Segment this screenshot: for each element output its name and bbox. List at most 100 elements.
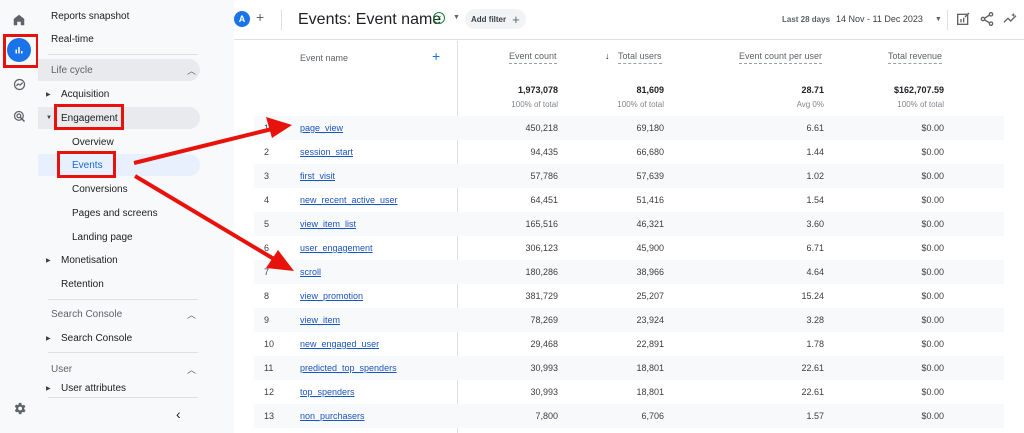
nav-divider	[48, 299, 198, 300]
event-count-cell: 450,218	[525, 123, 558, 133]
nav-label: Engagement	[61, 112, 118, 124]
revenue-cell: $0.00	[921, 267, 944, 277]
explore-icon[interactable]	[7, 72, 31, 96]
table-row[interactable]: 1 page_view 450,218 69,180 6.61 $0.00	[254, 116, 1004, 140]
event-name-link[interactable]: predicted_top_spenders	[300, 363, 397, 373]
nav-label: Events	[72, 159, 103, 171]
nav-section-user[interactable]: User ︿	[38, 358, 234, 380]
revenue-cell: $0.00	[921, 219, 944, 229]
nav-section-search-console[interactable]: Search Console ︿	[38, 303, 234, 325]
nav-user-attributes[interactable]: ▶ User attributes	[38, 381, 234, 395]
event-name-link[interactable]: user_engagement	[300, 243, 373, 253]
row-number: 10	[264, 339, 275, 349]
event-name-link[interactable]: view_item_list	[300, 219, 357, 229]
date-range-picker[interactable]: Last 28 days 14 Nov - 11 Dec 2023 ▼	[782, 14, 942, 24]
per-user-cell: 6.71	[806, 243, 824, 253]
column-header-total-revenue[interactable]: Total revenue	[888, 51, 943, 64]
sort-desc-icon[interactable]: ↓	[605, 51, 610, 61]
row-number: 13	[264, 411, 275, 421]
event-name-link[interactable]: view_promotion	[300, 291, 364, 301]
revenue-cell: $0.00	[921, 315, 944, 325]
column-header-event-name[interactable]: Event name	[300, 53, 349, 63]
insights-icon[interactable]	[1002, 11, 1018, 27]
table-row[interactable]: 12 top_spenders 30,993 18,801 22.61 $0.0…	[254, 380, 1004, 404]
event-name-link[interactable]: session_start	[300, 147, 354, 157]
nav-events[interactable]: Events	[38, 154, 234, 176]
nav-landing-page[interactable]: Landing page	[38, 226, 234, 248]
column-header-event-count[interactable]: Event count	[509, 51, 557, 64]
dropdown-icon: ▼	[934, 15, 942, 23]
nav-pages-and-screens[interactable]: Pages and screens	[38, 202, 234, 224]
nav-label: Landing page	[72, 231, 133, 243]
total-users-cell: 22,891	[636, 339, 664, 349]
caret-down-icon: ▼	[46, 115, 52, 121]
date-range-value: 14 Nov - 11 Dec 2023	[836, 14, 923, 24]
total-users-cell: 46,321	[636, 219, 664, 229]
table-row[interactable]: 7 scroll 180,286 38,966 4.64 $0.00	[254, 260, 1004, 284]
table-row[interactable]: 2 session_start 94,435 66,680 1.44 $0.00	[254, 140, 1004, 164]
event-count-cell: 165,516	[525, 219, 558, 229]
event-count-cell: 180,286	[525, 267, 558, 277]
share-icon[interactable]	[979, 11, 995, 27]
nav-conversions[interactable]: Conversions	[38, 178, 234, 200]
table-row[interactable]: 13 non_purchasers 7,800 6,706 1.57 $0.00	[254, 404, 1004, 428]
event-name-link[interactable]: new_recent_active_user	[300, 195, 398, 205]
total-event-count-sub: 100% of total	[511, 100, 558, 109]
event-count-cell: 306,123	[525, 243, 558, 253]
table-row[interactable]: 4 new_recent_active_user 64,451 51,416 1…	[254, 188, 1004, 212]
add-filter-button[interactable]: Add filter +	[465, 9, 526, 29]
nav-section-lifecycle[interactable]: Life cycle ︿	[38, 59, 234, 81]
row-number: 6	[264, 243, 270, 253]
nav-label: Conversions	[72, 183, 128, 195]
nav-label: Monetisation	[61, 254, 118, 266]
add-comparison-icon[interactable]: +	[256, 9, 265, 25]
event-name-link[interactable]: non_purchasers	[300, 411, 365, 421]
nav-search-console[interactable]: ▶ Search Console	[38, 327, 234, 349]
event-name-link[interactable]: first_visit	[300, 171, 336, 181]
total-users-cell: 18,801	[636, 387, 664, 397]
nav-reports-snapshot[interactable]: Reports snapshot	[38, 5, 234, 27]
total-event-count-per-user: 28.71	[801, 85, 824, 95]
table-row[interactable]: 3 first_visit 57,786 57,639 1.02 $0.00	[254, 164, 1004, 188]
table-row[interactable]: 10 new_engaged_user 29,468 22,891 1.78 $…	[254, 332, 1004, 356]
event-count-cell: 94,435	[530, 147, 558, 157]
reports-icon[interactable]	[7, 38, 31, 62]
event-name-link[interactable]: view_item	[300, 315, 341, 325]
event-count-cell: 64,451	[530, 195, 558, 205]
revenue-cell: $0.00	[921, 123, 944, 133]
table-row[interactable]: 9 view_item 78,269 23,924 3.28 $0.00	[254, 308, 1004, 332]
table-row[interactable]: 6 user_engagement 306,123 45,900 6.71 $0…	[254, 236, 1004, 260]
per-user-cell: 3.60	[806, 219, 824, 229]
comparison-avatar[interactable]: A	[234, 11, 250, 27]
nav-realtime[interactable]: Real-time	[38, 28, 234, 50]
column-separator	[457, 41, 458, 433]
customize-report-icon[interactable]	[955, 11, 971, 27]
event-name-link[interactable]: page_view	[300, 123, 344, 133]
column-header-total-users[interactable]: Total users	[618, 51, 662, 64]
table-row[interactable]: 8 view_promotion 381,729 25,207 15.24 $0…	[254, 284, 1004, 308]
collapse-nav-icon[interactable]: ‹	[176, 406, 181, 422]
nav-overview[interactable]: Overview	[38, 131, 234, 153]
per-user-cell: 4.64	[806, 267, 824, 277]
add-dimension-icon[interactable]: +	[432, 48, 441, 64]
event-name-link[interactable]: top_spenders	[300, 387, 355, 397]
revenue-cell: $0.00	[921, 339, 944, 349]
home-icon[interactable]	[7, 8, 31, 32]
nav-label: Acquisition	[61, 88, 110, 100]
total-users-cell: 69,180	[636, 123, 664, 133]
title-dropdown-icon[interactable]: ▼	[453, 14, 460, 21]
event-name-link[interactable]: scroll	[300, 267, 322, 277]
revenue-cell: $0.00	[921, 363, 944, 373]
event-name-link[interactable]: new_engaged_user	[300, 339, 380, 349]
nav-acquisition[interactable]: ▶ Acquisition	[38, 83, 234, 105]
section-label: Search Console	[51, 308, 123, 320]
column-header-event-count-per-user[interactable]: Event count per user	[739, 51, 823, 64]
settings-icon[interactable]	[7, 396, 31, 420]
table-row[interactable]: 5 view_item_list 165,516 46,321 3.60 $0.…	[254, 212, 1004, 236]
nav-engagement[interactable]: ▼ Engagement	[38, 107, 234, 129]
nav-monetisation[interactable]: ▶ Monetisation	[38, 249, 234, 271]
table-row[interactable]: 11 predicted_top_spenders 30,993 18,801 …	[254, 356, 1004, 380]
row-number: 8	[264, 291, 270, 301]
advertising-icon[interactable]	[7, 104, 31, 128]
nav-retention[interactable]: Retention	[38, 273, 234, 295]
